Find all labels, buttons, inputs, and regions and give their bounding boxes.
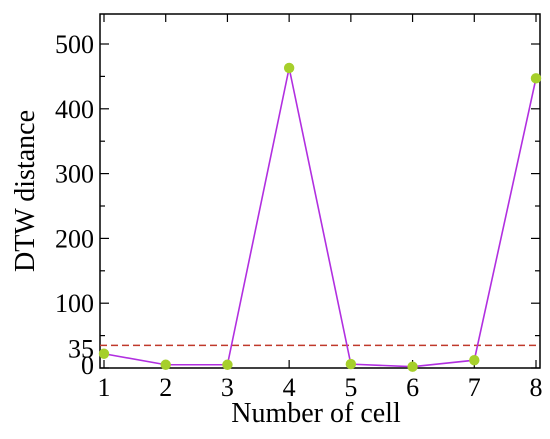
y-tick-label: 35 [68, 334, 94, 363]
x-axis-title: Number of cell [231, 398, 401, 429]
x-tick-label: 6 [406, 373, 419, 402]
x-tick-label: 3 [221, 373, 234, 402]
x-tick-label: 5 [344, 373, 357, 402]
y-tick-label: 200 [55, 224, 94, 253]
x-tick-label: 2 [159, 373, 172, 402]
data-point [98, 348, 110, 359]
ticks-group [100, 14, 540, 369]
y-tick-label: 0 [81, 351, 94, 380]
y-tick-label: 300 [55, 160, 94, 189]
x-tick-label: 4 [283, 373, 296, 402]
x-tick-label: 1 [98, 373, 111, 402]
y-axis-title: DTW distance [10, 110, 41, 272]
series-group [98, 62, 542, 372]
data-point [283, 62, 295, 74]
data-point [469, 355, 480, 366]
data-point [160, 359, 171, 370]
data-point [345, 358, 357, 370]
plot-frame [99, 13, 541, 369]
x-tick-label: 7 [468, 373, 481, 402]
data-point [530, 73, 542, 84]
y-tick-label: 400 [55, 95, 94, 124]
tick-labels-group: 035 100 200 300 400 500 1 2 3 4 5 6 7 8 [55, 30, 543, 402]
x-tick-label: 8 [530, 373, 543, 402]
y-tick-label: 100 [55, 289, 94, 318]
data-point [222, 359, 233, 370]
series-line [103, 67, 537, 368]
data-point [407, 361, 418, 372]
y-tick-label: 500 [55, 30, 94, 59]
